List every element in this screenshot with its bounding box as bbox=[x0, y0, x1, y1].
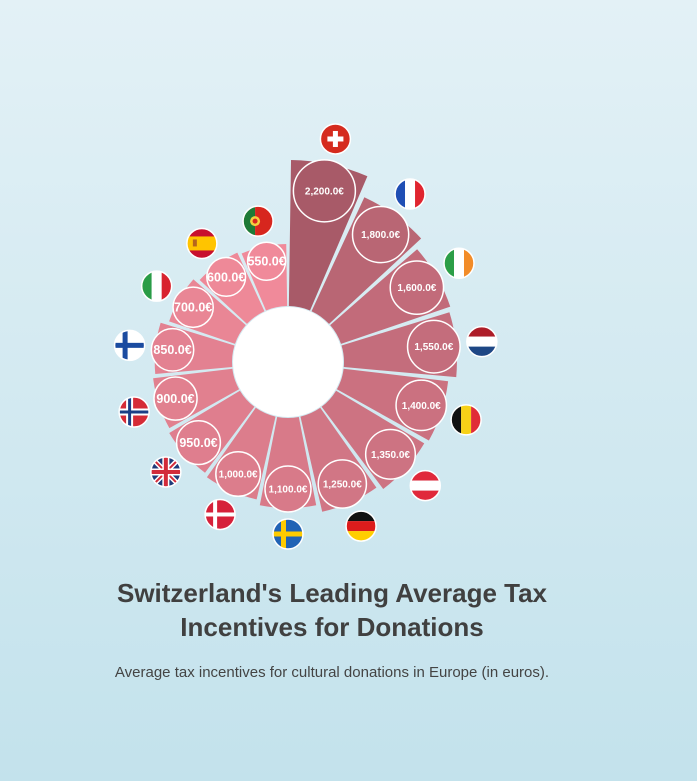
value-bubble bbox=[292, 159, 357, 223]
value-label: 900.0€ bbox=[156, 392, 194, 406]
flag-denmark-icon bbox=[204, 498, 236, 531]
flag-germany-icon bbox=[345, 510, 377, 542]
flag-belgium-icon bbox=[450, 404, 482, 436]
value-label: 600.0€ bbox=[207, 270, 245, 284]
flag-italy-icon bbox=[140, 270, 173, 302]
value-bubble bbox=[317, 459, 368, 509]
value-bubble bbox=[364, 428, 417, 480]
value-label: 1,600.0€ bbox=[397, 283, 436, 294]
value-bubble bbox=[172, 286, 214, 329]
value-label: 950.0€ bbox=[179, 436, 217, 450]
flag-portugal-icon bbox=[242, 205, 274, 237]
chart-subtitle: Average tax incentives for cultural dona… bbox=[114, 664, 550, 681]
value-bubbles: 2,200.0€ 1,800.0€ 1,600.0€ 1,550.0€ 1,400.0€… bbox=[150, 159, 461, 513]
radial-bar-chart: 2,200.0€ 1,800.0€ 1,600.0€ 1,550.0€ 1,400.0€… bbox=[113, 123, 498, 550]
value-label: 550.0€ bbox=[247, 255, 285, 269]
flag-netherlands-icon bbox=[466, 325, 498, 358]
flags bbox=[113, 123, 498, 550]
value-label: 1,250.0€ bbox=[323, 479, 362, 490]
value-bubble bbox=[150, 327, 195, 372]
value-label: 1,400.0€ bbox=[402, 401, 441, 412]
value-label: 2,200.0€ bbox=[305, 186, 344, 197]
chart-title-line-1: Switzerland's Leading Average Tax bbox=[116, 578, 547, 608]
flag-norway-icon bbox=[118, 396, 150, 428]
value-bubble bbox=[264, 465, 312, 513]
flag-sweden-icon bbox=[272, 518, 304, 550]
flag-austria-icon bbox=[409, 469, 442, 502]
value-bubble bbox=[175, 419, 222, 466]
chart-title: Switzerland's Leading Average Tax Incent… bbox=[60, 576, 604, 644]
chart-title-line-2: Incentives for Donations bbox=[180, 612, 484, 642]
value-label: 700.0€ bbox=[174, 301, 212, 315]
flag-france-icon bbox=[394, 178, 426, 210]
value-bubble bbox=[215, 451, 262, 498]
value-bubble bbox=[206, 256, 247, 298]
center-circle bbox=[233, 307, 343, 417]
value-label: 1,350.0€ bbox=[371, 450, 410, 461]
value-label: 1,000.0€ bbox=[219, 470, 258, 481]
value-label: 1,550.0€ bbox=[414, 342, 453, 353]
value-bubble bbox=[351, 205, 410, 264]
value-bubble bbox=[153, 376, 198, 421]
flag-spain-icon bbox=[186, 227, 218, 260]
flag-united-kingdom-icon bbox=[150, 456, 182, 488]
value-bubble bbox=[389, 260, 445, 315]
value-bubble bbox=[246, 241, 287, 282]
value-label: 1,100.0€ bbox=[269, 485, 308, 496]
value-bubble bbox=[395, 379, 448, 432]
value-label: 850.0€ bbox=[153, 343, 191, 357]
value-label: 1,800.0€ bbox=[361, 230, 400, 241]
flag-ireland-icon bbox=[443, 247, 475, 280]
flag-switzerland-icon bbox=[319, 123, 352, 155]
flag-finland-icon bbox=[113, 329, 146, 362]
value-bubble bbox=[406, 319, 461, 374]
